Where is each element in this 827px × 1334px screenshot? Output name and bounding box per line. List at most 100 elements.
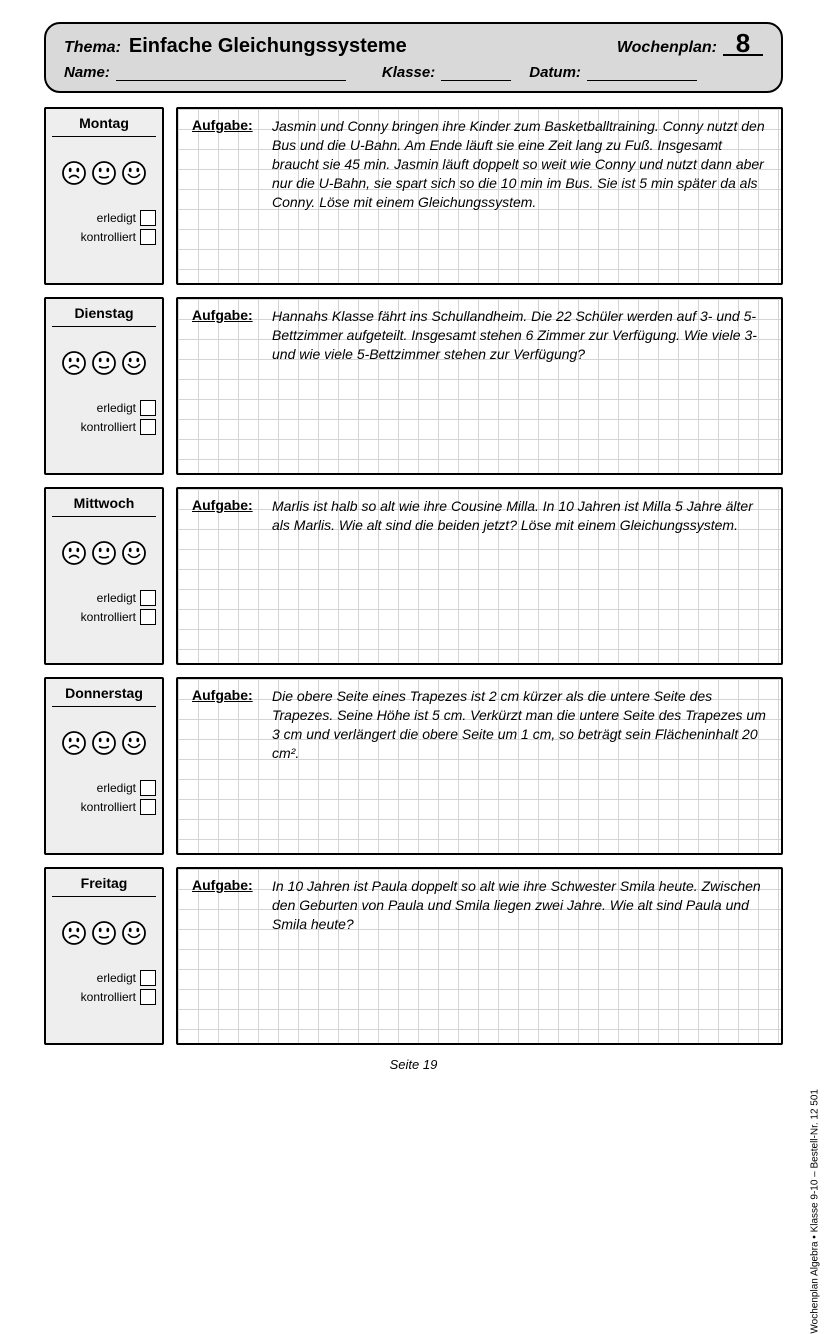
day-side-panel: Mittwoch erledigt kontrolliert xyxy=(44,487,164,665)
header-box: Thema: Einfache Gleichungssysteme Wochen… xyxy=(44,22,783,93)
datum-label: Datum: xyxy=(529,64,581,81)
erledigt-label: erledigt xyxy=(97,401,136,415)
task-text: Jasmin und Conny bringen ihre Kinder zum… xyxy=(272,117,767,275)
erledigt-label: erledigt xyxy=(97,211,136,225)
task-text: In 10 Jahren ist Paula doppelt so alt wi… xyxy=(272,877,767,1035)
kontrolliert-checkbox[interactable] xyxy=(140,229,156,245)
datum-blank[interactable] xyxy=(587,66,697,81)
day-row: Donnerstag erledigt kontrolliert Aufgabe… xyxy=(44,677,783,855)
kontrolliert-row: kontrolliert xyxy=(52,609,156,625)
face-sad-icon[interactable] xyxy=(62,541,86,565)
task-box: Aufgabe: Marlis ist halb so alt wie ihre… xyxy=(176,487,783,665)
rating-faces[interactable] xyxy=(62,731,146,755)
task-text: Die obere Seite eines Trapezes ist 2 cm … xyxy=(272,687,767,845)
face-neutral-icon[interactable] xyxy=(92,541,116,565)
kontrolliert-row: kontrolliert xyxy=(52,229,156,245)
day-row: Dienstag erledigt kontrolliert Aufgabe: xyxy=(44,297,783,475)
name-label: Name: xyxy=(64,64,110,81)
divider xyxy=(52,706,156,707)
wochenplan-number: 8 xyxy=(723,32,763,56)
day-name: Freitag xyxy=(81,875,128,891)
face-happy-icon[interactable] xyxy=(122,731,146,755)
task-label: Aufgabe: xyxy=(192,117,272,275)
day-side-panel: Montag erledigt kontrolliert xyxy=(44,107,164,285)
face-sad-icon[interactable] xyxy=(62,731,86,755)
task-label: Aufgabe: xyxy=(192,877,272,1035)
worksheet-page: Thema: Einfache Gleichungssysteme Wochen… xyxy=(0,0,827,1169)
day-row: Montag erledigt kontrolliert Aufgabe: xyxy=(44,107,783,285)
divider xyxy=(52,516,156,517)
header-row-2: Name: Klasse: Datum: xyxy=(64,64,763,81)
task-box: Aufgabe: Die obere Seite eines Trapezes … xyxy=(176,677,783,855)
wochenplan-label: Wochenplan: xyxy=(617,39,717,57)
kontrolliert-checkbox[interactable] xyxy=(140,419,156,435)
kontrolliert-label: kontrolliert xyxy=(81,800,136,814)
task-label: Aufgabe: xyxy=(192,307,272,465)
kontrolliert-row: kontrolliert xyxy=(52,419,156,435)
kontrolliert-row: kontrolliert xyxy=(52,799,156,815)
name-blank[interactable] xyxy=(116,66,346,81)
days-container: Montag erledigt kontrolliert Aufgabe: xyxy=(44,107,783,1045)
divider xyxy=(52,326,156,327)
rating-faces[interactable] xyxy=(62,921,146,945)
face-neutral-icon[interactable] xyxy=(92,161,116,185)
erledigt-checkbox[interactable] xyxy=(140,970,156,986)
erledigt-checkbox[interactable] xyxy=(140,210,156,226)
kontrolliert-label: kontrolliert xyxy=(81,420,136,434)
day-row: Mittwoch erledigt kontrolliert Aufgabe: xyxy=(44,487,783,665)
erledigt-checkbox[interactable] xyxy=(140,400,156,416)
erledigt-label: erledigt xyxy=(97,971,136,985)
divider xyxy=(52,896,156,897)
erledigt-row: erledigt xyxy=(52,970,156,986)
erledigt-row: erledigt xyxy=(52,210,156,226)
erledigt-checkbox[interactable] xyxy=(140,780,156,796)
task-box: Aufgabe: Hannahs Klasse fährt ins Schull… xyxy=(176,297,783,475)
task-box: Aufgabe: Jasmin und Conny bringen ihre K… xyxy=(176,107,783,285)
day-side-panel: Freitag erledigt kontrolliert xyxy=(44,867,164,1045)
klasse-label: Klasse: xyxy=(382,64,435,81)
task-text: Hannahs Klasse fährt ins Schullandheim. … xyxy=(272,307,767,465)
face-happy-icon[interactable] xyxy=(122,351,146,375)
kontrolliert-checkbox[interactable] xyxy=(140,989,156,1005)
day-row: Freitag erledigt kontrolliert Aufgabe: xyxy=(44,867,783,1045)
thema-label: Thema: xyxy=(64,39,121,57)
day-name: Montag xyxy=(79,115,129,131)
task-box: Aufgabe: In 10 Jahren ist Paula doppelt … xyxy=(176,867,783,1045)
erledigt-label: erledigt xyxy=(97,591,136,605)
erledigt-row: erledigt xyxy=(52,590,156,606)
face-neutral-icon[interactable] xyxy=(92,351,116,375)
thema-title: Einfache Gleichungssysteme xyxy=(129,35,617,58)
task-label: Aufgabe: xyxy=(192,497,272,655)
side-publisher-text: Wochenplan Algebra • Klasse 9-10 – Beste… xyxy=(810,1089,821,1334)
face-neutral-icon[interactable] xyxy=(92,731,116,755)
face-sad-icon[interactable] xyxy=(62,161,86,185)
page-number: Seite 19 xyxy=(44,1057,783,1072)
day-side-panel: Dienstag erledigt kontrolliert xyxy=(44,297,164,475)
kontrolliert-label: kontrolliert xyxy=(81,990,136,1004)
divider xyxy=(52,136,156,137)
face-happy-icon[interactable] xyxy=(122,921,146,945)
task-label: Aufgabe: xyxy=(192,687,272,845)
face-sad-icon[interactable] xyxy=(62,921,86,945)
erledigt-label: erledigt xyxy=(97,781,136,795)
day-name: Donnerstag xyxy=(65,685,143,701)
erledigt-checkbox[interactable] xyxy=(140,590,156,606)
task-text: Marlis ist halb so alt wie ihre Cousine … xyxy=(272,497,767,655)
day-name: Dienstag xyxy=(74,305,133,321)
kontrolliert-label: kontrolliert xyxy=(81,230,136,244)
rating-faces[interactable] xyxy=(62,351,146,375)
erledigt-row: erledigt xyxy=(52,400,156,416)
erledigt-row: erledigt xyxy=(52,780,156,796)
kontrolliert-label: kontrolliert xyxy=(81,610,136,624)
day-name: Mittwoch xyxy=(74,495,135,511)
kontrolliert-row: kontrolliert xyxy=(52,989,156,1005)
kontrolliert-checkbox[interactable] xyxy=(140,799,156,815)
rating-faces[interactable] xyxy=(62,541,146,565)
kontrolliert-checkbox[interactable] xyxy=(140,609,156,625)
face-happy-icon[interactable] xyxy=(122,161,146,185)
face-happy-icon[interactable] xyxy=(122,541,146,565)
klasse-blank[interactable] xyxy=(441,66,511,81)
rating-faces[interactable] xyxy=(62,161,146,185)
face-sad-icon[interactable] xyxy=(62,351,86,375)
face-neutral-icon[interactable] xyxy=(92,921,116,945)
